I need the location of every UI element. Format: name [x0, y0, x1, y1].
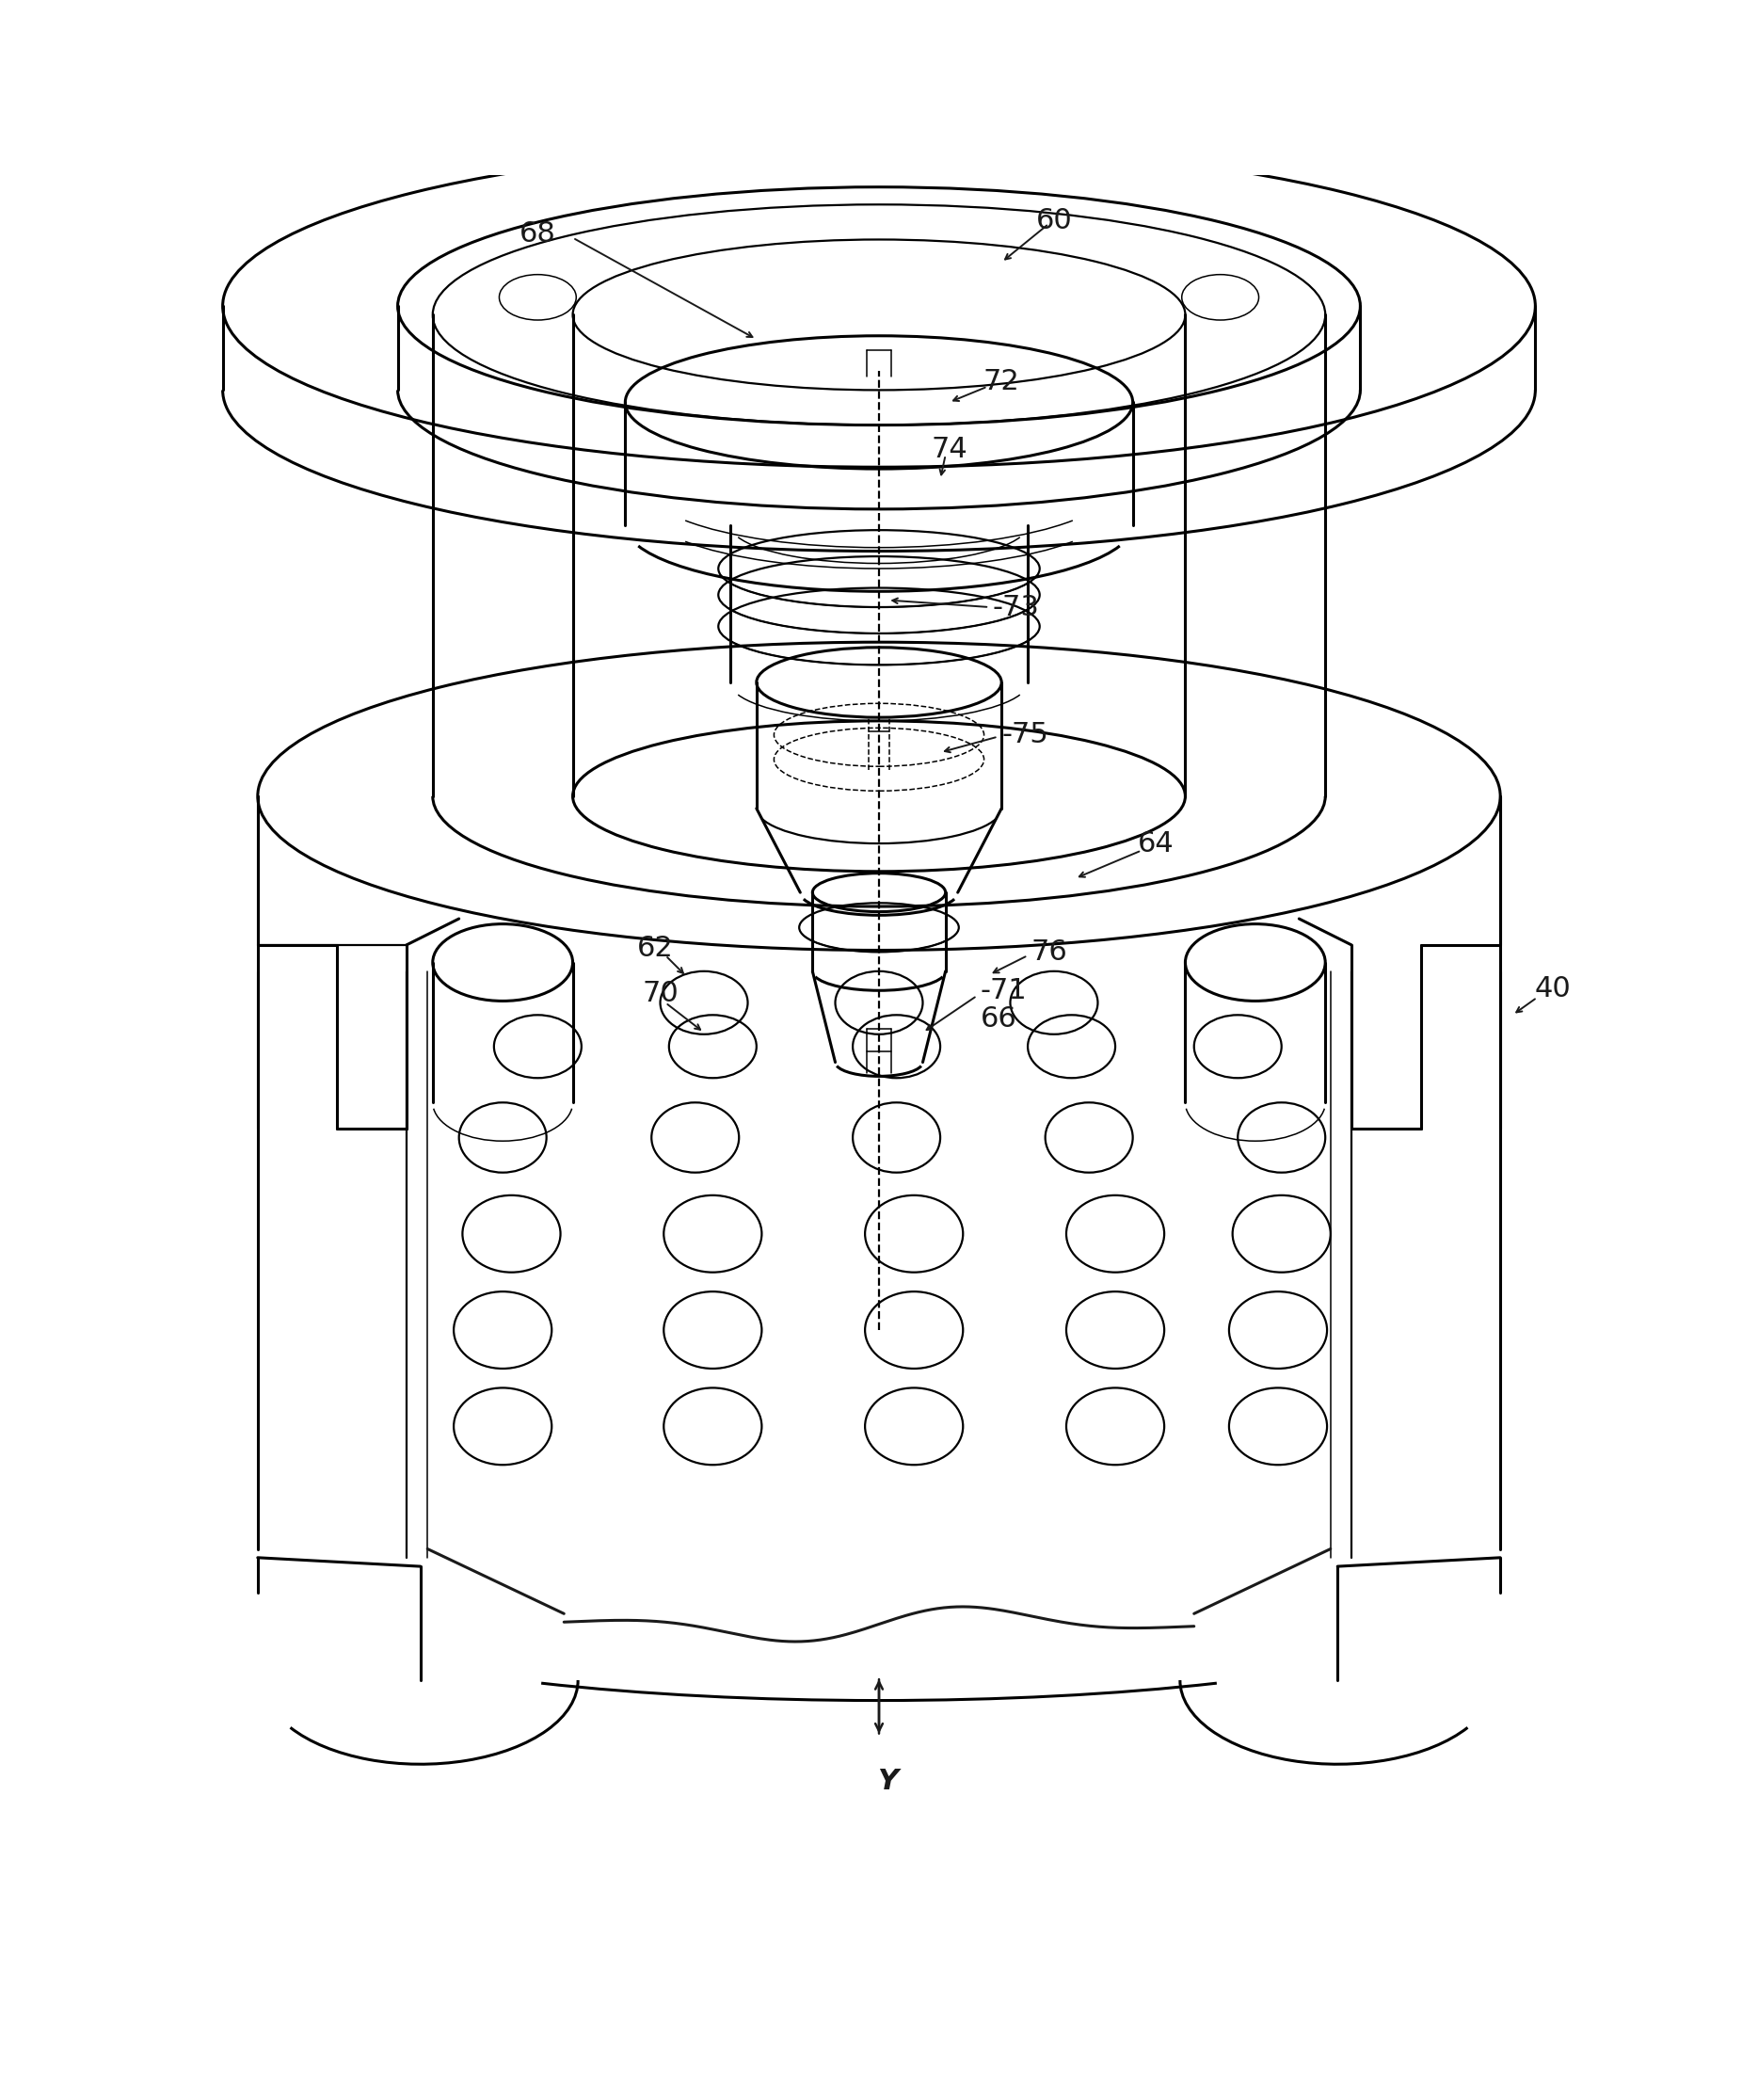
Text: 74: 74: [930, 437, 967, 464]
Text: 64: 64: [1137, 830, 1174, 857]
Text: Y: Y: [877, 1768, 898, 1795]
Text: 72: 72: [983, 367, 1020, 395]
Text: -71: -71: [981, 976, 1027, 1004]
Text: 68: 68: [519, 220, 556, 248]
Text: 40: 40: [1535, 974, 1572, 1002]
Text: -73: -73: [993, 594, 1039, 622]
Text: 62: 62: [636, 934, 673, 962]
Text: -75: -75: [1002, 720, 1048, 748]
Text: 76: 76: [1032, 939, 1067, 966]
Text: 60: 60: [1035, 206, 1072, 233]
Text: 66: 66: [981, 1004, 1016, 1031]
Text: 70: 70: [642, 981, 679, 1008]
